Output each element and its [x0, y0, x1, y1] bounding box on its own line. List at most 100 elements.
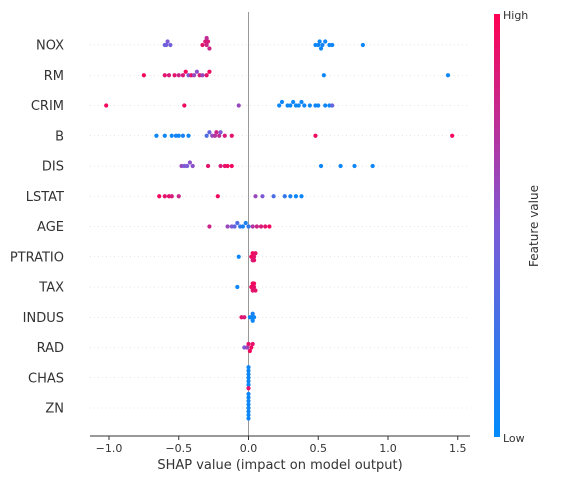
shap-point-dis	[318, 163, 324, 169]
shap-point-b	[212, 133, 218, 138]
shap-point-dis	[338, 163, 343, 169]
shap-point-crim	[104, 103, 109, 108]
shap-point-nox	[320, 42, 325, 48]
shap-point-chas	[246, 368, 251, 373]
shap-point-lstat	[293, 194, 299, 199]
feature-label-zn: ZN	[45, 402, 64, 417]
x-tick-label: 0.5	[310, 442, 328, 455]
feature-label-nox: NOX	[36, 39, 64, 54]
shap-point-b	[162, 133, 167, 138]
shap-point-age	[258, 224, 264, 229]
shap-point-rm	[200, 73, 205, 78]
shap-point-nox	[317, 39, 322, 44]
shap-point-rad	[246, 341, 251, 347]
shap-point-ptratio	[251, 258, 257, 263]
shap-point-chas	[246, 365, 251, 370]
shap-point-nox	[204, 42, 209, 48]
shap-point-age	[225, 224, 230, 229]
shap-point-lstat	[253, 194, 258, 199]
shap-point-indus	[251, 315, 257, 320]
feature-label-ptratio: PTRATIO	[10, 250, 64, 265]
shap-point-b	[186, 133, 191, 138]
shap-point-nox	[360, 42, 365, 48]
x-tick-label: −1.0	[96, 442, 123, 455]
colorbar: High Low Feature value	[494, 9, 541, 445]
shap-point-rad	[250, 341, 255, 347]
shap-point-rm	[183, 69, 188, 74]
x-axis: −1.0 −0.5 0.0 0.5 1.0 1.5	[90, 435, 470, 455]
shap-point-dis	[190, 163, 195, 169]
shap-point-lstat	[299, 194, 304, 199]
shap-point-b	[222, 133, 227, 138]
feature-label-dis: DIS	[42, 160, 64, 175]
shap-point-crim	[236, 103, 241, 108]
feature-label-rad: RAD	[37, 341, 64, 356]
shap-point-ptratio	[236, 254, 241, 259]
shap-point-b	[217, 133, 222, 138]
shap-point-crim	[288, 103, 293, 108]
shap-point-lstat	[271, 194, 276, 199]
shap-point-nox	[207, 46, 212, 51]
shap-point-rm	[162, 73, 167, 78]
shap-point-nox	[318, 46, 324, 51]
shap-point-nox	[168, 42, 173, 48]
shap-point-rad	[245, 345, 250, 350]
x-tick-label: 1.5	[449, 442, 467, 455]
shap-point-b	[214, 130, 219, 135]
shap-point-rm	[176, 73, 181, 78]
shap-point-age	[243, 220, 248, 226]
shap-point-rm	[194, 69, 199, 74]
shap-point-crim	[279, 99, 285, 105]
shap-point-dis	[352, 163, 357, 169]
feature-label-crim: CRIM	[31, 99, 64, 114]
shap-point-tax	[253, 288, 258, 293]
shap-point-lstat	[282, 194, 287, 199]
shap-point-zn	[246, 405, 251, 411]
shap-point-ptratio	[253, 251, 258, 256]
shap-point-nox	[323, 39, 328, 44]
feature-label-lstat: LSTAT	[26, 190, 64, 205]
shap-point-age	[246, 224, 251, 229]
shap-point-zn	[246, 395, 251, 400]
shap-point-lstat	[260, 194, 265, 199]
shap-point-b	[169, 133, 174, 138]
shap-point-indus	[250, 311, 255, 316]
shap-point-chas	[246, 382, 251, 387]
shap-point-nox	[330, 42, 335, 48]
shap-point-zn	[246, 412, 251, 418]
feature-label-chas: CHAS	[28, 371, 64, 386]
shap-point-b	[207, 130, 212, 135]
shap-point-rm	[445, 73, 451, 78]
shap-point-age	[240, 224, 246, 229]
shap-point-rad	[247, 348, 252, 354]
shap-point-dis	[225, 163, 230, 169]
shap-point-lstat	[157, 194, 162, 199]
shap-point-zn	[246, 398, 251, 404]
shap-point-nox	[165, 39, 170, 44]
shap-point-chas	[246, 372, 251, 377]
shap-point-indus	[242, 315, 247, 320]
x-tick-label: −0.5	[165, 442, 192, 455]
shap-point-lstat	[288, 194, 293, 199]
shap-point-rm	[321, 73, 326, 78]
colorbar-low-label: Low	[503, 432, 525, 445]
shap-point-crim	[296, 103, 301, 108]
shap-point-dis	[218, 163, 223, 169]
x-axis-label: SHAP value (impact on model output)	[157, 458, 402, 473]
shap-point-crim	[182, 103, 187, 108]
shap-point-crim	[291, 99, 296, 105]
shap-points	[104, 35, 455, 421]
shap-point-age	[235, 220, 240, 226]
colorbar-title: Feature value	[527, 185, 541, 267]
shap-point-tax	[251, 281, 257, 286]
shap-point-indus	[250, 318, 255, 323]
shap-point-b	[313, 133, 318, 138]
shap-point-rm	[166, 73, 172, 78]
shap-point-rm	[172, 73, 177, 78]
shap-point-zn	[246, 391, 251, 397]
shap-point-b	[154, 133, 159, 138]
shap-point-dis	[187, 160, 193, 165]
shap-point-crim	[299, 99, 304, 105]
shap-point-tax	[251, 284, 257, 290]
shap-point-rm	[191, 73, 197, 78]
